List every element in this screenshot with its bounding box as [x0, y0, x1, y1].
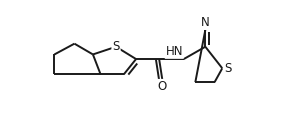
Text: S: S: [112, 40, 120, 53]
Text: O: O: [158, 80, 167, 93]
Text: HN: HN: [166, 45, 183, 58]
Text: N: N: [201, 16, 210, 29]
Text: S: S: [224, 62, 231, 75]
